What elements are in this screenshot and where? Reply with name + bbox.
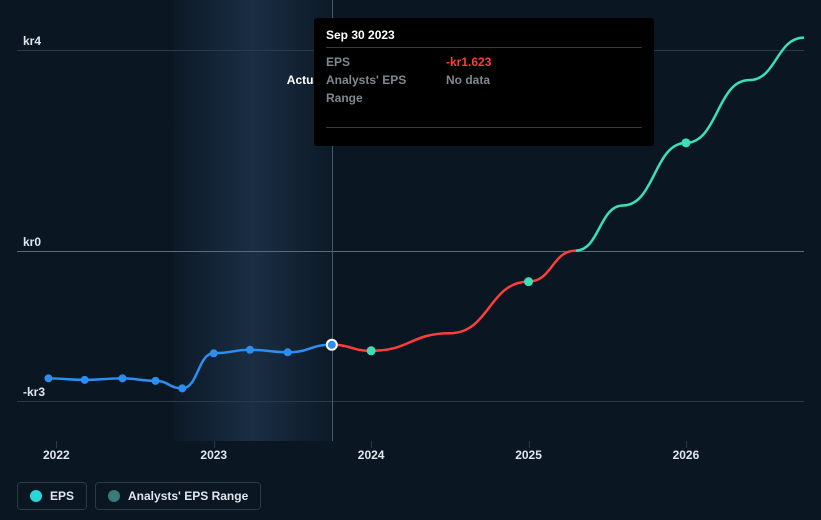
tooltip-row: EPS-kr1.623 — [326, 53, 642, 71]
eps-point[interactable] — [118, 374, 126, 382]
legend-item[interactable]: EPS — [17, 482, 87, 510]
legend: EPS Analysts' EPS Range — [17, 482, 261, 510]
eps-chart: kr4kr0-kr3ActualAnalysts Forecasts202220… — [0, 0, 821, 520]
x-tick — [529, 441, 530, 448]
eps-point[interactable] — [81, 376, 89, 384]
tooltip-row: Analysts' EPS RangeNo data — [326, 71, 642, 107]
eps-point[interactable] — [152, 377, 160, 385]
x-tick — [686, 441, 687, 448]
eps-forecast-point[interactable] — [524, 277, 533, 286]
eps-point[interactable] — [178, 384, 186, 392]
plot-area[interactable]: kr4kr0-kr3ActualAnalysts Forecasts202220… — [17, 0, 804, 441]
x-axis-label: 2023 — [200, 448, 227, 462]
legend-label: EPS — [50, 489, 74, 503]
legend-swatch-icon — [30, 490, 42, 502]
tooltip-date: Sep 30 2023 — [326, 28, 642, 48]
x-axis-label: 2024 — [358, 448, 385, 462]
x-axis-label: 2025 — [515, 448, 542, 462]
legend-label: Analysts' EPS Range — [128, 489, 248, 503]
legend-swatch-icon — [108, 490, 120, 502]
eps-point[interactable] — [284, 348, 292, 356]
x-axis-label: 2022 — [43, 448, 70, 462]
eps-point[interactable] — [327, 340, 337, 350]
tooltip: Sep 30 2023 EPS-kr1.623Analysts' EPS Rang… — [314, 18, 654, 146]
tooltip-key: EPS — [326, 53, 446, 71]
eps-forecast-line-negative — [332, 251, 576, 351]
tooltip-value: -kr1.623 — [446, 53, 491, 71]
tooltip-divider — [326, 127, 642, 128]
eps-point[interactable] — [44, 374, 52, 382]
x-tick — [371, 441, 372, 448]
eps-forecast-point[interactable] — [367, 346, 376, 355]
eps-point[interactable] — [210, 349, 218, 357]
legend-item[interactable]: Analysts' EPS Range — [95, 482, 261, 510]
eps-forecast-point[interactable] — [681, 138, 690, 147]
tooltip-value: No data — [446, 71, 490, 107]
x-tick — [56, 441, 57, 448]
x-tick — [214, 441, 215, 448]
x-axis-label: 2026 — [673, 448, 700, 462]
eps-point[interactable] — [246, 346, 254, 354]
tooltip-key: Analysts' EPS Range — [326, 71, 446, 107]
